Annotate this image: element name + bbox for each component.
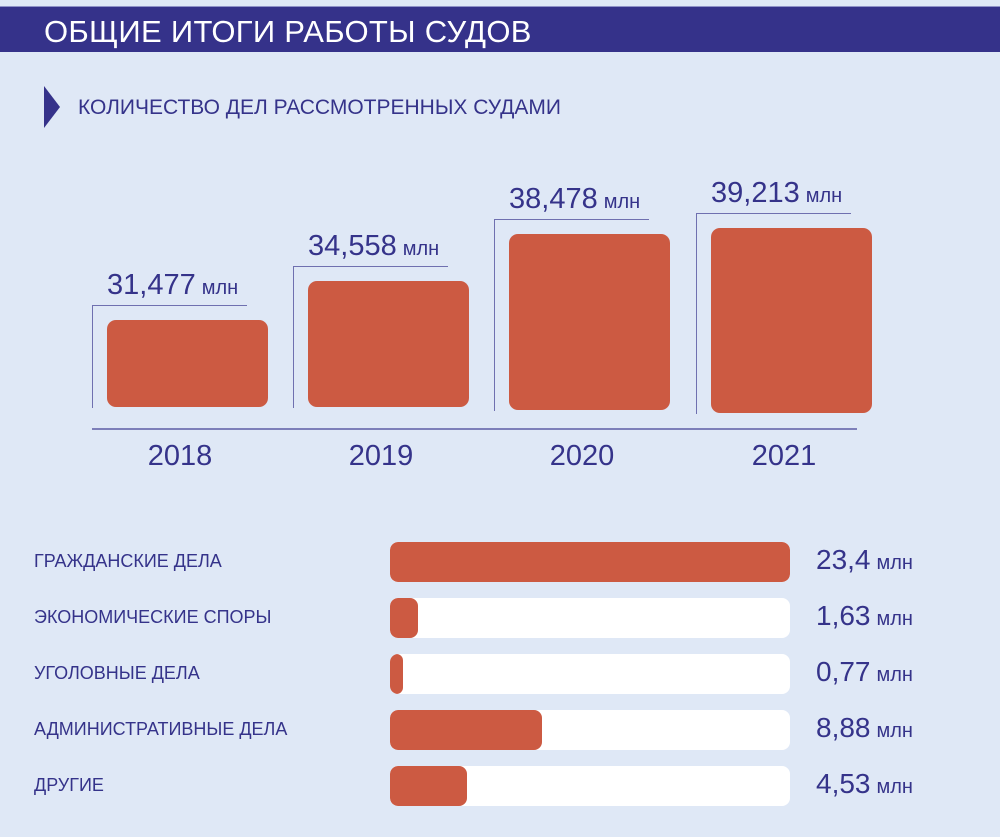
top-border (0, 0, 1000, 7)
bar-2018 (107, 319, 268, 407)
value-number: 34,558 (308, 229, 397, 262)
bar-track (390, 766, 790, 806)
year-label: 2020 (549, 440, 615, 472)
bar-fill (390, 766, 468, 806)
value-label: 23,4 млн (816, 544, 913, 576)
value-unit: млн (402, 237, 440, 260)
bar-track (390, 542, 790, 582)
bar-2021 (711, 227, 872, 413)
value-label: 38,478 млн (509, 183, 640, 216)
value-label: 0,77 млн (816, 656, 913, 688)
chart-subtitle: КОЛИЧЕСТВО ДЕЛ РАССМОТРЕННЫХ СУДАМИ (78, 96, 561, 119)
bar-fill (390, 598, 418, 638)
value-unit: млн (876, 776, 913, 798)
value-unit: млн (201, 276, 239, 299)
value-number: 38,478 (509, 183, 598, 216)
category-label: УГОЛОВНЫЕ ДЕЛА (34, 663, 200, 683)
value-unit: млн (876, 720, 913, 742)
value-number: 4,53 (816, 768, 871, 799)
x-axis-line (92, 428, 857, 430)
value-unit: млн (876, 552, 913, 574)
category-label: АДМИНИСТРАТИВНЫЕ ДЕЛА (34, 719, 288, 739)
year-label: 2019 (348, 440, 414, 472)
value-number: 39,213 (711, 176, 800, 209)
category-row: ГРАЖДАНСКИЕ ДЕЛА 23,4 млн (0, 542, 1000, 582)
bar-2019 (308, 280, 469, 407)
value-label: 4,53 млн (816, 768, 913, 800)
category-row: АДМИНИСТРАТИВНЫЕ ДЕЛА 8,88 млн (0, 710, 1000, 750)
year-label: 2018 (147, 440, 213, 472)
value-number: 1,63 (816, 600, 871, 631)
bar-fill (390, 710, 542, 750)
value-label: 8,88 млн (816, 712, 913, 744)
bar-bracket (92, 304, 247, 408)
value-number: 23,4 (816, 544, 871, 575)
value-number: 8,88 (816, 712, 871, 743)
category-label: ГРАЖДАНСКИЕ ДЕЛА (34, 551, 222, 571)
bar-2020 (509, 234, 670, 410)
yearly-cases-chart: 31,477 млн 2018 34,558 млн 2019 38,478 млн 2020 3… (92, 177, 872, 472)
bar-track (390, 598, 790, 638)
bar-bracket (293, 265, 448, 408)
value-label: 31,477 млн (107, 269, 238, 302)
triangle-marker-icon (44, 86, 60, 128)
bar-fill (390, 542, 790, 582)
value-label: 1,63 млн (816, 600, 913, 632)
bar-fill (390, 654, 404, 694)
year-label: 2021 (751, 440, 817, 472)
bar-bracket (494, 219, 649, 411)
value-label: 39,213 млн (711, 177, 842, 210)
category-label: ЭКОНОМИЧЕСКИЕ СПОРЫ (34, 607, 272, 627)
page-header: ОБЩИЕ ИТОГИ РАБОТЫ СУДОВ (0, 7, 1000, 52)
page-title: ОБЩИЕ ИТОГИ РАБОТЫ СУДОВ (44, 14, 532, 49)
category-label: ДРУГИЕ (34, 775, 104, 795)
value-number: 31,477 (107, 268, 196, 301)
value-unit: млн (876, 608, 913, 630)
value-unit: млн (876, 664, 913, 686)
value-label: 34,558 млн (308, 230, 439, 263)
value-number: 0,77 (816, 656, 871, 687)
category-row: ЭКОНОМИЧЕСКИЕ СПОРЫ 1,63 млн (0, 598, 1000, 638)
value-unit: млн (805, 184, 843, 207)
category-row: ДРУГИЕ 4,53 млн (0, 766, 1000, 806)
category-row: УГОЛОВНЫЕ ДЕЛА 0,77 млн (0, 654, 1000, 694)
value-unit: млн (603, 191, 641, 214)
bar-bracket (696, 212, 851, 414)
bar-track (390, 710, 790, 750)
bar-track (390, 654, 790, 694)
